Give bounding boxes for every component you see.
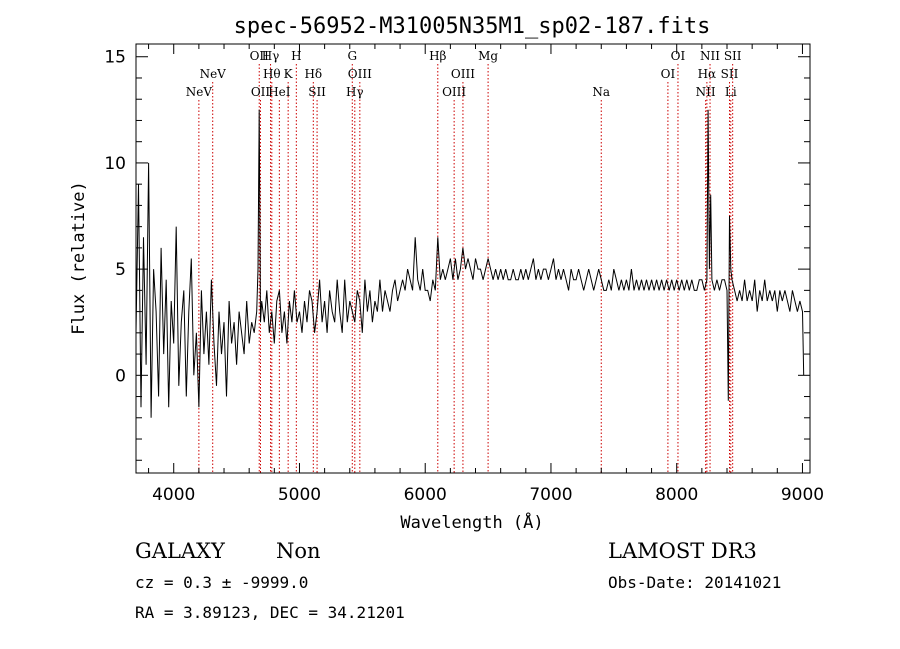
y-tick-label: 5 [115,260,126,280]
line-marker-label: Hγ [346,85,364,99]
x-tick-label: 7000 [529,485,572,505]
line-marker-label: Hθ [263,67,281,81]
x-tick-label: 8000 [655,485,698,505]
line-marker-label: SII [724,49,742,63]
line-marker-label: OII [251,85,271,99]
line-marker-label: NII [696,85,716,99]
y-tick-label: 0 [115,366,126,386]
x-tick-label: 6000 [404,485,447,505]
line-marker-label: NeV [200,67,227,81]
spectrum-line [135,109,805,418]
plot-frame [135,43,811,474]
redshift-info: cz = 0.3 ± -9999.0 [135,573,308,592]
x-axis-ticks: 4000 5000 6000 7000 8000 9000 [148,44,824,505]
x-tick-label: 5000 [278,485,321,505]
line-marker-label: Li [725,85,737,99]
line-marker-label: OI [671,49,686,63]
plot-area [135,43,811,474]
line-marker-label: Hβ [429,49,446,63]
line-marker-label: G [347,49,357,63]
line-marker-label: H [291,49,301,63]
line-marker-label: HeI [268,85,291,99]
line-marker-label: SII [721,67,739,81]
line-marker-label: Mg [478,49,498,63]
y-tick-label: 10 [104,154,126,174]
line-markers [198,64,734,473]
line-marker-label: OII [250,49,270,63]
coordinates: RA = 3.89123, DEC = 34.21201 [135,603,405,622]
chart-title: spec-56952-M31005N35M1_sp02-187.fits [234,14,711,39]
x-axis-label: Wavelength (Å) [400,511,543,533]
y-tick-label: 15 [104,48,126,68]
line-marker-label: Na [592,85,610,99]
x-tick-label: 9000 [781,485,824,505]
line-marker-label: OIII [442,85,466,99]
line-marker-label: OIII [451,67,475,81]
line-marker-label: OIII [348,67,372,81]
line-marker-label: Hγ [262,49,280,63]
line-marker-label: Hα [698,67,717,81]
line-marker-label: NII [700,49,720,63]
line-marker-label: K [284,67,294,81]
spectral-subclass: Non [276,539,321,563]
line-marker-label: SII [308,85,326,99]
line-marker-labels: NeVNeVOIIOIIHγHθHeIKHHδSIIGHγOIIIHβOIIIO… [186,49,742,99]
line-marker-label: OI [661,67,676,81]
y-axis-ticks: 0 5 10 15 [104,48,810,461]
x-tick-label: 4000 [152,485,195,505]
spectral-class: GALAXY [135,539,226,563]
obs-date: Obs-Date: 20141021 [608,573,781,592]
survey-name: LAMOST DR3 [608,539,757,563]
y-axis-label: Flux (relative) [69,181,89,335]
line-marker-label: NeV [186,85,213,99]
line-marker-label: Hδ [304,67,322,81]
